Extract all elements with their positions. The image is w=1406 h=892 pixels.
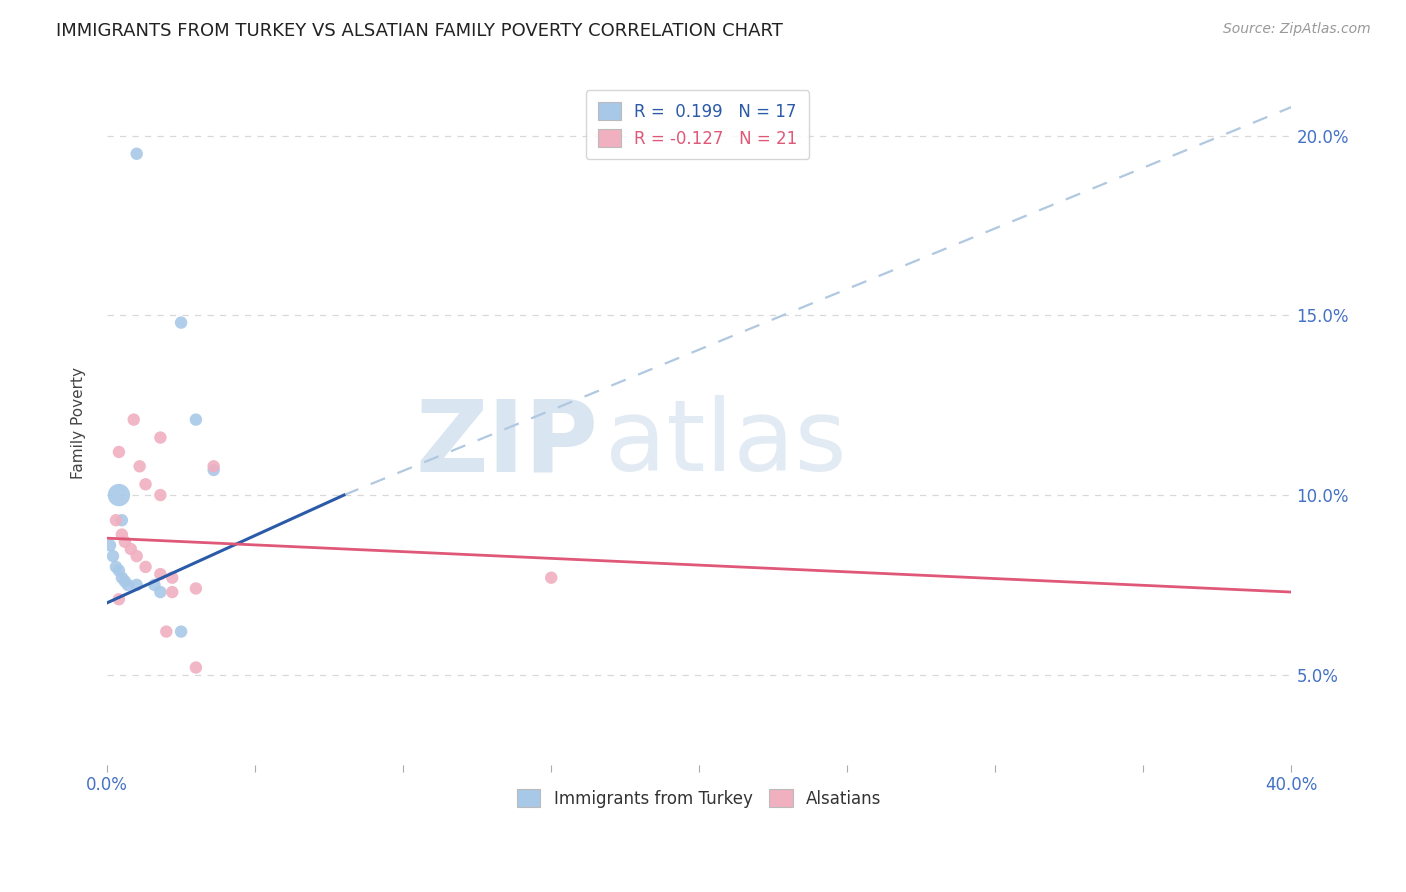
Point xyxy=(184,412,207,426)
Point xyxy=(108,592,131,607)
Point xyxy=(108,564,131,578)
Point xyxy=(114,574,136,589)
Point xyxy=(184,660,207,674)
Point xyxy=(120,541,142,556)
Text: atlas: atlas xyxy=(605,395,846,492)
Point xyxy=(125,549,148,563)
Point xyxy=(125,578,148,592)
Point xyxy=(202,463,225,477)
Point xyxy=(125,146,148,161)
Legend: Immigrants from Turkey, Alsatians: Immigrants from Turkey, Alsatians xyxy=(510,782,889,814)
Point xyxy=(149,488,172,502)
Point xyxy=(155,624,177,639)
Point xyxy=(135,477,157,491)
Point xyxy=(101,549,124,563)
Point xyxy=(122,412,145,426)
Point xyxy=(170,624,193,639)
Point xyxy=(108,445,131,459)
Point xyxy=(135,560,157,574)
Point xyxy=(149,567,172,582)
Point xyxy=(98,538,121,552)
Point xyxy=(540,571,562,585)
Point xyxy=(184,582,207,596)
Point xyxy=(104,560,127,574)
Point xyxy=(170,316,193,330)
Point xyxy=(108,488,131,502)
Point xyxy=(128,459,150,474)
Y-axis label: Family Poverty: Family Poverty xyxy=(72,368,86,479)
Point xyxy=(114,534,136,549)
Point xyxy=(143,578,166,592)
Point xyxy=(111,571,134,585)
Text: Source: ZipAtlas.com: Source: ZipAtlas.com xyxy=(1223,22,1371,37)
Text: IMMIGRANTS FROM TURKEY VS ALSATIAN FAMILY POVERTY CORRELATION CHART: IMMIGRANTS FROM TURKEY VS ALSATIAN FAMIL… xyxy=(56,22,783,40)
Point xyxy=(104,513,127,527)
Point xyxy=(117,578,139,592)
Point xyxy=(149,431,172,445)
Point xyxy=(111,527,134,541)
Text: ZIP: ZIP xyxy=(416,395,599,492)
Point xyxy=(111,513,134,527)
Point xyxy=(160,571,183,585)
Point xyxy=(202,459,225,474)
Point xyxy=(149,585,172,599)
Point xyxy=(160,585,183,599)
